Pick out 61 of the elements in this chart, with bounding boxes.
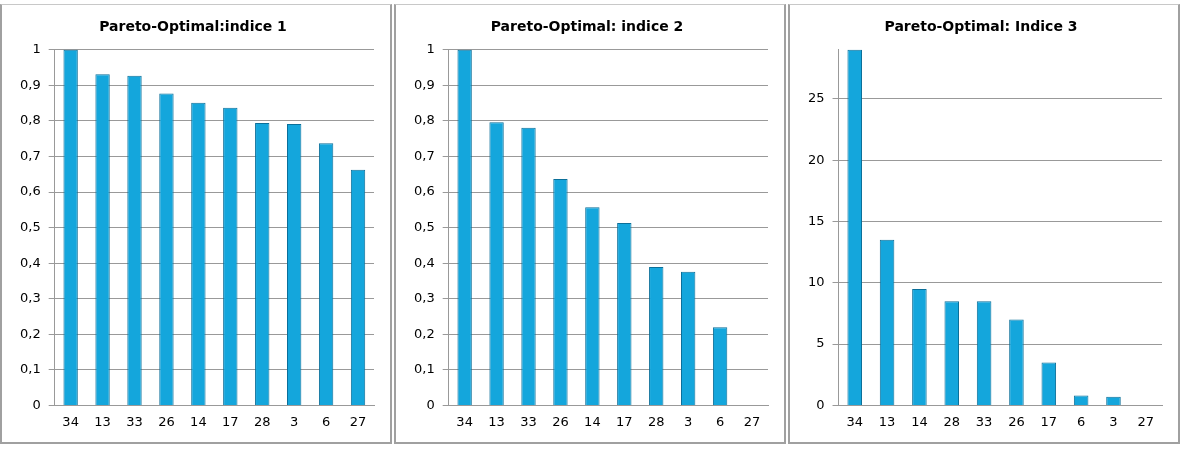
y-tick-label: 0,2 bbox=[19, 325, 41, 341]
y-tick-label: 0 bbox=[816, 396, 825, 412]
y-tick-label: 5 bbox=[816, 335, 825, 351]
x-tick-label: 26 bbox=[158, 413, 175, 429]
x-tick-label: 6 bbox=[1076, 413, 1086, 429]
y-tick-label: 0 bbox=[32, 396, 41, 412]
y-tick-label: 15 bbox=[808, 212, 825, 228]
y-tick-label: 0,1 bbox=[19, 361, 41, 377]
x-tick-label: 3 bbox=[290, 413, 299, 429]
y-tick-label: 0,3 bbox=[19, 290, 41, 306]
x-tick-label: 28 bbox=[943, 413, 961, 429]
x-tick-label: 17 bbox=[616, 413, 633, 429]
x-tick-label: 14 bbox=[911, 413, 928, 429]
x-tick-label: 6 bbox=[321, 413, 331, 429]
y-tick-label: 1 bbox=[32, 41, 41, 57]
y-tick-label: 0,8 bbox=[19, 112, 41, 128]
chart-title: Pareto-Optimal:indice 1 bbox=[99, 18, 287, 35]
x-tick-label: 27 bbox=[743, 413, 761, 429]
y-tick-label: 0,9 bbox=[19, 76, 41, 92]
chart-title: Pareto-Optimal: Indice 3 bbox=[884, 18, 1078, 35]
chart-title: Pareto-Optimal: indice 2 bbox=[490, 18, 684, 35]
x-tick-label: 26 bbox=[1008, 413, 1025, 429]
x-tick-label: 13 bbox=[94, 413, 111, 429]
y-tick-label: 10 bbox=[808, 274, 825, 290]
x-tick-label: 3 bbox=[1109, 413, 1118, 429]
y-tick-label: 0,5 bbox=[413, 218, 435, 234]
y-tick-label: 0,1 bbox=[413, 361, 435, 377]
y-tick-label: 0 bbox=[426, 396, 435, 412]
y-tick-label: 20 bbox=[808, 151, 825, 167]
x-tick-label: 33 bbox=[520, 413, 537, 429]
y-tick-label: 0,2 bbox=[413, 325, 435, 341]
x-tick-label: 3 bbox=[684, 413, 693, 429]
x-tick-label: 17 bbox=[222, 413, 239, 429]
x-tick-label: 6 bbox=[715, 413, 725, 429]
y-tick-label: 25 bbox=[808, 90, 825, 106]
x-tick-label: 13 bbox=[488, 413, 505, 429]
y-tick-label: 1 bbox=[426, 41, 435, 57]
x-tick-label: 33 bbox=[126, 413, 143, 429]
x-tick-label: 34 bbox=[62, 413, 79, 429]
x-tick-label: 17 bbox=[1040, 413, 1058, 429]
x-tick-label: 27 bbox=[1137, 413, 1155, 429]
x-tick-label: 27 bbox=[349, 413, 367, 429]
x-tick-label: 28 bbox=[647, 413, 665, 429]
y-tick-label: 0,5 bbox=[19, 218, 41, 234]
x-tick-label: 33 bbox=[975, 413, 993, 429]
y-tick-label: 0,6 bbox=[19, 183, 41, 199]
y-tick-label: 0,8 bbox=[413, 112, 435, 128]
y-tick-label: 0,9 bbox=[413, 76, 435, 92]
x-tick-label: 14 bbox=[584, 413, 601, 429]
x-tick-label: 28 bbox=[253, 413, 271, 429]
x-tick-label: 14 bbox=[190, 413, 207, 429]
x-tick-label: 34 bbox=[846, 413, 863, 429]
y-tick-label: 0,3 bbox=[413, 290, 435, 306]
y-tick-label: 0,7 bbox=[413, 147, 435, 163]
y-tick-label: 0,7 bbox=[19, 147, 41, 163]
x-tick-label: 26 bbox=[552, 413, 569, 429]
x-tick-label: 13 bbox=[878, 413, 896, 429]
y-tick-label: 0,4 bbox=[413, 254, 435, 270]
y-tick-label: 0,4 bbox=[19, 254, 41, 270]
x-tick-label: 34 bbox=[456, 413, 473, 429]
y-tick-label: 0,6 bbox=[413, 183, 435, 199]
